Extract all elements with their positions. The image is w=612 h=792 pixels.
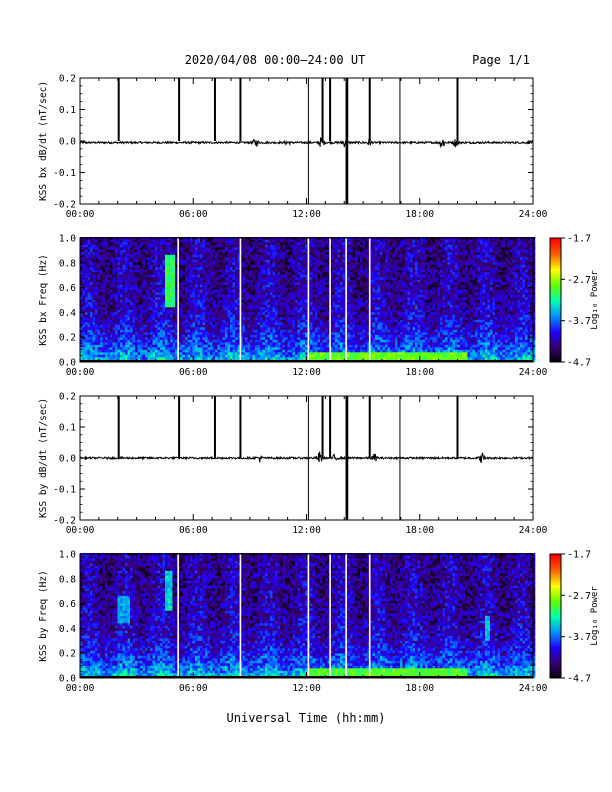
y-tick-label: 0.4 xyxy=(59,624,76,635)
x-tick-label: 24:00 xyxy=(519,525,548,536)
panel-1: -0.2 -0.1 0.0 0.1 0.2 00:00 06:00 12:00 18:00 24:… xyxy=(38,74,548,221)
x-tick-label: 06:00 xyxy=(179,209,208,220)
x-tick-label: 06:00 xyxy=(179,683,208,694)
x-tick-label: 24:00 xyxy=(519,683,548,694)
panel-2: -1.7 -2.7 -3.7 -4.7 Log₁₀ Power 0.0 0.2 0.4 0.6 0… xyxy=(38,234,600,379)
colorbar: -1.7 -2.7 -3.7 -4.7 Log₁₀ Power xyxy=(549,550,600,685)
y-tick-label: 1.0 xyxy=(59,234,76,245)
x-tick-label: 00:00 xyxy=(66,209,95,220)
colorbar-tick-label: -1.7 xyxy=(567,234,591,245)
y-tick-label: -0.2 xyxy=(53,200,76,211)
colorbar-tick-label: -1.7 xyxy=(567,550,591,561)
y-tick-label: 0.1 xyxy=(59,423,76,434)
y-tick-label: 0.0 xyxy=(59,358,76,369)
y-tick-label: 0.0 xyxy=(59,454,76,465)
y-axis-label: KSS bx dB/dt (nT/sec) xyxy=(38,81,49,201)
colorbar-frame xyxy=(549,553,562,679)
x-tick-label: 12:00 xyxy=(292,525,321,536)
y-axis-label: KSS bx Freq (Hz) xyxy=(38,254,49,346)
colorbar-label: Log₁₀ Power xyxy=(590,586,600,646)
colorbar-tick-label: -4.7 xyxy=(567,674,591,685)
x-tick-label: 12:00 xyxy=(292,209,321,220)
panel-4: -1.7 -2.7 -3.7 -4.7 Log₁₀ Power 0.0 0.2 0.4 0.6 0… xyxy=(38,550,600,695)
x-tick-label: 00:00 xyxy=(66,367,95,378)
page-number: Page 1/1 xyxy=(472,53,530,67)
y-tick-label: -0.1 xyxy=(53,168,76,179)
y-axis-label: KSS by dB/dt (nT/sec) xyxy=(38,398,49,518)
y-tick-label: 0.4 xyxy=(59,308,76,319)
y-tick-label: 0.2 xyxy=(59,333,76,344)
x-tick-label: 12:00 xyxy=(292,683,321,694)
y-tick-label: 0.2 xyxy=(59,74,76,85)
x-tick-label: 06:00 xyxy=(179,367,208,378)
x-tick-label: 00:00 xyxy=(66,683,95,694)
x-tick-label: 06:00 xyxy=(179,525,208,536)
panels: -0.2 -0.1 0.0 0.1 0.2 00:00 06:00 12:00 18:00 24:… xyxy=(38,74,600,695)
y-tick-label: 0.1 xyxy=(59,105,76,116)
colorbar: -1.7 -2.7 -3.7 -4.7 Log₁₀ Power xyxy=(549,234,600,369)
colorbar-tick-label: -2.7 xyxy=(567,275,591,286)
colorbar-tick-label: -4.7 xyxy=(567,358,591,369)
dbdt-trace xyxy=(79,451,534,464)
colorbar-tick-label: -2.7 xyxy=(567,591,591,602)
dbdt-trace xyxy=(79,137,534,149)
page-title: 2020/04/08 00:00–24:00 UT xyxy=(185,53,366,67)
y-tick-label: 0.2 xyxy=(59,392,76,403)
y-tick-label: 0.0 xyxy=(59,137,76,148)
colorbar-tick-label: -3.7 xyxy=(567,316,591,327)
y-axis-label: KSS by Freq (Hz) xyxy=(38,570,49,662)
colorbar-tick-label: -3.7 xyxy=(567,632,591,643)
x-axis-label: Universal Time (hh:mm) xyxy=(227,711,386,725)
x-tick-label: 24:00 xyxy=(519,367,548,378)
plot-frame xyxy=(79,77,534,205)
y-tick-label: 0.0 xyxy=(59,674,76,685)
x-tick-label: 18:00 xyxy=(405,367,434,378)
y-tick-label: 1.0 xyxy=(59,550,76,561)
y-tick-label: 0.8 xyxy=(59,574,76,585)
y-tick-label: 0.6 xyxy=(59,599,76,610)
x-tick-label: 00:00 xyxy=(66,525,95,536)
colorbar-frame xyxy=(549,237,562,363)
y-tick-label: -0.2 xyxy=(53,516,76,527)
x-tick-label: 18:00 xyxy=(405,525,434,536)
x-tick-label: 18:00 xyxy=(405,209,434,220)
x-tick-label: 24:00 xyxy=(519,209,548,220)
panel-3: -0.2 -0.1 0.0 0.1 0.2 00:00 06:00 12:00 18:00 24:… xyxy=(38,392,548,537)
y-tick-label: 0.8 xyxy=(59,258,76,269)
colorbar-label: Log₁₀ Power xyxy=(590,270,600,330)
x-tick-label: 18:00 xyxy=(405,683,434,694)
y-tick-label: -0.1 xyxy=(53,485,76,496)
x-tick-label: 12:00 xyxy=(292,367,321,378)
y-tick-label: 0.6 xyxy=(59,283,76,294)
y-tick-label: 0.2 xyxy=(59,649,76,660)
